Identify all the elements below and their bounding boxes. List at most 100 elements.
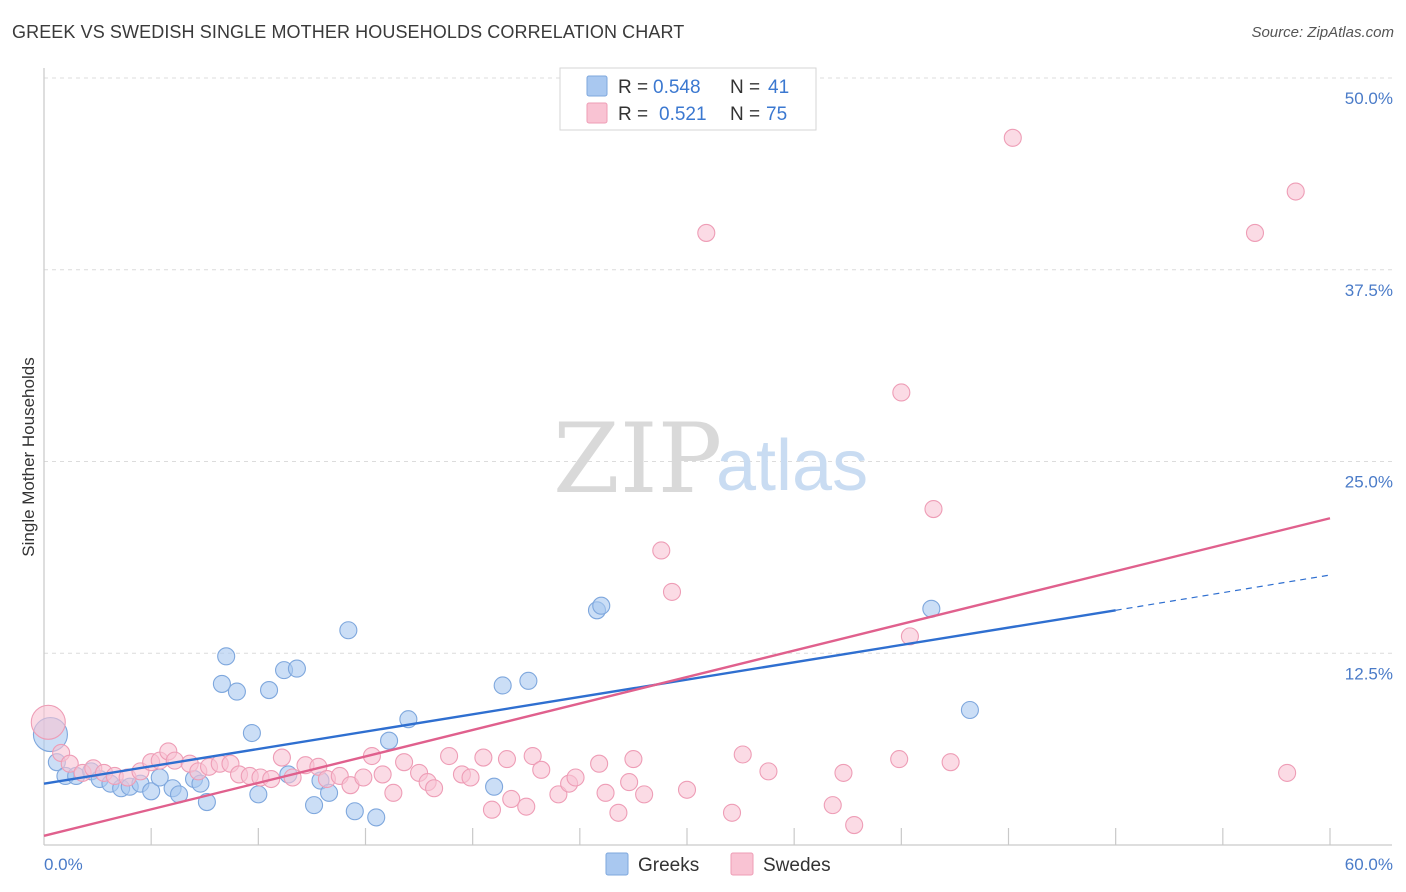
y-axis-label: Single Mother Households: [19, 357, 38, 556]
point-greeks: [380, 731, 399, 750]
point-swedes: [941, 753, 960, 772]
legend-swatch-greeks: [586, 75, 608, 97]
x-tick-label: 60.0%: [1345, 855, 1393, 874]
y-tick-labels: 12.5% 25.0% 37.5% 50.0%: [1345, 89, 1393, 683]
grid-lines: [44, 77, 1392, 654]
point-swedes: [425, 779, 444, 798]
legend-r-label-greeks: R =: [618, 77, 648, 98]
series-legend-label-greeks: Greeks: [638, 855, 699, 876]
legend-n-value-swedes: 75: [766, 104, 787, 125]
point-greeks: [519, 671, 538, 690]
series-legend-label-swedes: Swedes: [763, 855, 831, 876]
point-greeks: [339, 621, 358, 640]
point-greeks: [960, 700, 979, 720]
point-swedes: [272, 748, 291, 767]
watermark: ZIP atlas: [553, 403, 868, 515]
point-swedes: [677, 780, 697, 799]
point-swedes: [1245, 223, 1265, 242]
point-swedes: [1278, 763, 1297, 782]
legend-n-label-swedes: N =: [730, 104, 760, 125]
point-swedes: [549, 785, 568, 804]
point-swedes: [60, 754, 79, 773]
point-swedes: [845, 816, 864, 835]
x-tick-label: 0.0%: [44, 855, 83, 874]
legend-n-value-greeks: 41: [768, 77, 789, 98]
point-swedes: [900, 627, 919, 646]
point-swedes: [532, 760, 551, 779]
point-greeks: [217, 647, 236, 666]
series-legend-swatch-swedes: [730, 852, 754, 876]
point-swedes: [609, 803, 628, 822]
point-swedes: [1286, 182, 1305, 201]
x-tick-labels: 0.0% 60.0%: [44, 855, 1393, 874]
point-swedes: [924, 500, 943, 519]
point-greeks: [142, 782, 161, 801]
point-swedes: [722, 803, 742, 822]
point-swedes: [590, 754, 609, 773]
y-tick-label: 50.0%: [1345, 89, 1393, 108]
series-legend-swatch-greeks: [605, 852, 629, 876]
trend-line-swedes: [43, 517, 1331, 837]
point-greeks: [592, 596, 611, 615]
legend-r-value-greeks: 0.548: [653, 77, 701, 98]
point-swedes: [523, 746, 542, 766]
point-greeks: [367, 808, 386, 827]
legend-n-label-greeks: N =: [730, 77, 760, 98]
point-greeks: [345, 802, 364, 821]
y-tick-label: 25.0%: [1345, 473, 1393, 492]
watermark-atlas: atlas: [716, 426, 868, 506]
y-tick-label: 37.5%: [1345, 281, 1393, 300]
point-swedes: [384, 783, 403, 802]
point-greeks: [259, 681, 279, 700]
watermark-zip: ZIP: [553, 403, 722, 515]
y-tick-label: 12.5%: [1345, 664, 1393, 683]
point-swedes: [354, 768, 373, 787]
point-greeks: [212, 674, 231, 693]
point-swedes: [834, 763, 853, 782]
point-swedes: [566, 768, 585, 787]
point-swedes: [823, 796, 842, 815]
point-swedes: [733, 745, 752, 764]
point-swedes: [440, 746, 459, 766]
trend-lines: [43, 517, 1331, 837]
trend-line-greeks: [43, 609, 1116, 785]
point-swedes: [395, 753, 414, 772]
point-swedes: [620, 773, 639, 792]
point-swedes: [890, 750, 909, 769]
point-greeks: [249, 785, 268, 804]
point-swedes: [759, 762, 778, 781]
point-swedes: [662, 582, 682, 601]
point-swedes: [697, 223, 716, 242]
point-swedes: [517, 797, 536, 816]
data-points: [30, 128, 1305, 835]
point-swedes: [474, 748, 493, 767]
point-swedes: [596, 783, 615, 802]
point-greeks: [493, 676, 512, 695]
point-swedes: [497, 750, 517, 769]
source-credit: Source: ZipAtlas.com: [1251, 24, 1394, 41]
point-greeks: [227, 682, 246, 701]
stats-legend: R = 0.548 N = 41 R = 0.521 N = 75: [559, 67, 817, 131]
trend-line-extension-greeks: [1115, 574, 1331, 611]
point-swedes: [461, 768, 480, 787]
point-greeks: [242, 723, 261, 743]
point-swedes: [283, 768, 302, 787]
point-greeks: [287, 659, 306, 678]
point-swedes: [502, 789, 521, 809]
legend-r-label-swedes: R =: [618, 104, 648, 125]
series-legend: Greeks Swedes: [605, 852, 831, 876]
point-swedes: [373, 765, 392, 784]
point-swedes: [1003, 128, 1022, 147]
x-tick-marks: [150, 828, 1331, 845]
point-greeks: [485, 777, 504, 796]
point-swedes: [652, 541, 671, 560]
point-swedes: [635, 785, 654, 804]
legend-r-value-swedes: 0.521: [659, 104, 707, 125]
legend-swatch-swedes: [586, 102, 608, 124]
chart-title: GREEK VS SWEDISH SINGLE MOTHER HOUSEHOLD…: [12, 22, 685, 42]
point-swedes: [30, 704, 66, 740]
point-swedes: [624, 750, 643, 769]
point-swedes: [482, 800, 502, 819]
point-greeks: [305, 796, 324, 815]
